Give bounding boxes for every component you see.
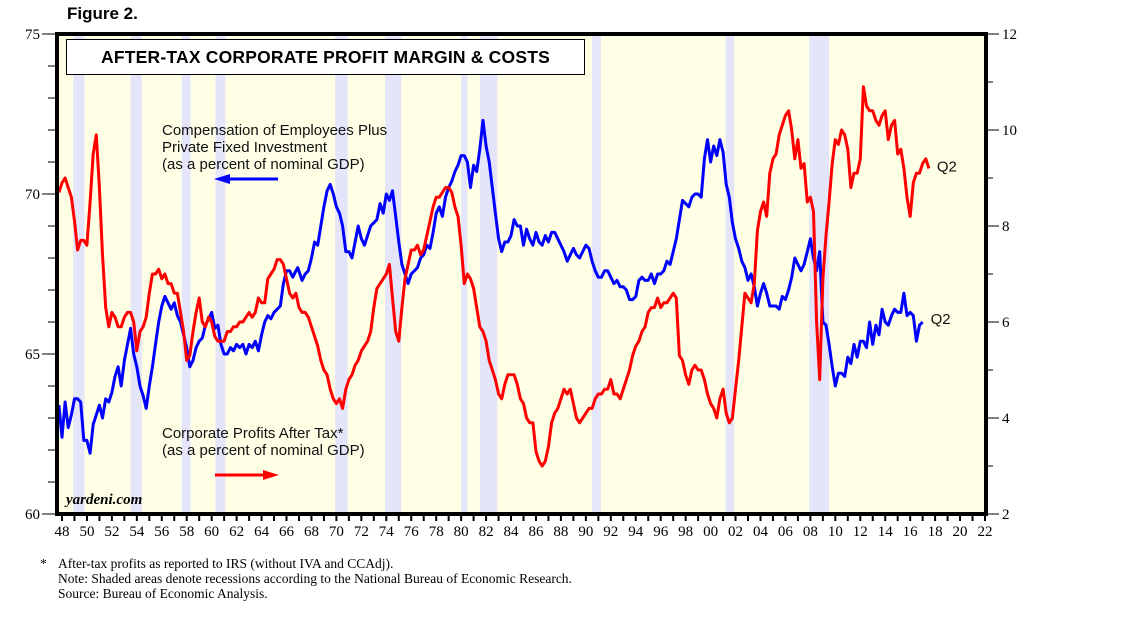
- recession-band: [479, 34, 498, 514]
- x-axis-tick-label: 20: [953, 524, 968, 540]
- x-axis-tick-label: 56: [154, 524, 170, 540]
- recession-band: [725, 34, 735, 514]
- left-axis-tick-label: 70: [25, 187, 40, 203]
- footnote-line: Note: Shaded areas denote recessions acc…: [58, 571, 572, 586]
- x-axis-tick-label: 02: [728, 524, 743, 540]
- recession-band: [130, 34, 142, 514]
- recession-band: [809, 34, 830, 514]
- x-axis-tick-label: 82: [479, 524, 494, 540]
- comp-investment-line: [57, 118, 924, 455]
- x-axis-tick-label: 52: [104, 524, 119, 540]
- right-axis-tick-label: 2: [1002, 507, 1010, 523]
- footnote-line: After-tax profits as reported to IRS (wi…: [58, 556, 394, 571]
- profit-legend-line: (as a percent of nominal GDP): [162, 442, 365, 459]
- x-axis-tick-label: 74: [379, 524, 395, 540]
- x-axis-tick-label: 78: [429, 524, 444, 540]
- left-axis-tick-label: 60: [25, 507, 40, 523]
- right-axis-tick-label: 6: [1002, 315, 1010, 331]
- x-axis-tick-label: 08: [803, 524, 818, 540]
- x-axis-tick-label: 84: [504, 524, 520, 540]
- profits-line: [57, 85, 931, 468]
- recession-band: [385, 34, 402, 514]
- recession-shading: [73, 34, 830, 514]
- x-axis-tick-label: 22: [978, 524, 993, 540]
- recession-band: [181, 34, 191, 514]
- x-axis-tick-label: 90: [578, 524, 593, 540]
- footnotes: * After-tax profits as reported to IRS (…: [40, 556, 572, 601]
- footnote-star: *: [40, 556, 47, 571]
- x-axis-tick-label: 04: [753, 524, 769, 540]
- profit-legend-line: Corporate Profits After Tax*: [162, 425, 344, 442]
- x-axis-tick-label: 70: [329, 524, 344, 540]
- x-axis-tick-label: 00: [703, 524, 718, 540]
- left-axis-tick-label: 65: [25, 347, 40, 363]
- recession-band: [215, 34, 226, 514]
- footnote-line: Source: Bureau of Economic Analysis.: [58, 586, 268, 601]
- x-axis-tick-label: 54: [129, 524, 145, 540]
- annotation-layer: Compensation of Employees Plus Private F…: [162, 122, 387, 480]
- comp-legend-line: (as a percent of nominal GDP): [162, 156, 365, 173]
- left-axis-tick-label: 75: [25, 27, 40, 43]
- x-axis-tick-label: 86: [528, 524, 544, 540]
- x-axis-tick-label: 12: [853, 524, 868, 540]
- x-axis-tick-label: 96: [653, 524, 669, 540]
- x-axis-tick-label: 88: [553, 524, 568, 540]
- left-arrow-icon: [214, 174, 278, 184]
- x-axis-tick-label: 94: [628, 524, 644, 540]
- x-axis-tick-label: 18: [928, 524, 943, 540]
- right-axis-tick-label: 10: [1002, 123, 1017, 139]
- chart-title: AFTER-TAX CORPORATE PROFIT MARGIN & COST…: [66, 39, 585, 75]
- watermark: yardeni.com: [66, 492, 143, 508]
- x-axis-tick-label: 16: [903, 524, 919, 540]
- x-axis-tick-label: 64: [254, 524, 270, 540]
- x-axis-tick-label: 68: [304, 524, 319, 540]
- profit-end-label: Q2: [937, 158, 957, 175]
- series-layer: [57, 85, 931, 468]
- x-axis-tick-label: 60: [204, 524, 219, 540]
- x-axis-tick-label: 10: [828, 524, 843, 540]
- x-axis-tick-label: 50: [79, 524, 94, 540]
- x-axis-tick-label: 72: [354, 524, 369, 540]
- x-axis-tick-label: 06: [778, 524, 794, 540]
- x-axis-tick-label: 66: [279, 524, 295, 540]
- right-axis-tick-label: 8: [1002, 219, 1010, 235]
- x-axis-tick-label: 76: [404, 524, 420, 540]
- x-axis-tick-label: 58: [179, 524, 194, 540]
- arrow-head: [214, 174, 230, 184]
- right-axis-tick-label: 12: [1002, 27, 1017, 43]
- right-axis-tick-label: 4: [1002, 411, 1010, 427]
- x-axis-tick-label: 48: [55, 524, 70, 540]
- arrow-head: [263, 470, 279, 480]
- x-axis-tick-label: 92: [603, 524, 618, 540]
- comp-end-label: Q2: [931, 311, 951, 328]
- x-axis-tick-label: 62: [229, 524, 244, 540]
- figure-label: Figure 2.: [67, 4, 138, 23]
- x-axis-tick-label: 98: [678, 524, 693, 540]
- plot-background: [57, 34, 986, 514]
- comp-legend-line: Private Fixed Investment: [162, 139, 328, 156]
- comp-legend-line: Compensation of Employees Plus: [162, 122, 387, 139]
- x-axis-tick-label: 80: [454, 524, 469, 540]
- right-arrow-icon: [215, 470, 279, 480]
- x-axis-tick-label: 14: [878, 524, 894, 540]
- recession-band: [73, 34, 85, 514]
